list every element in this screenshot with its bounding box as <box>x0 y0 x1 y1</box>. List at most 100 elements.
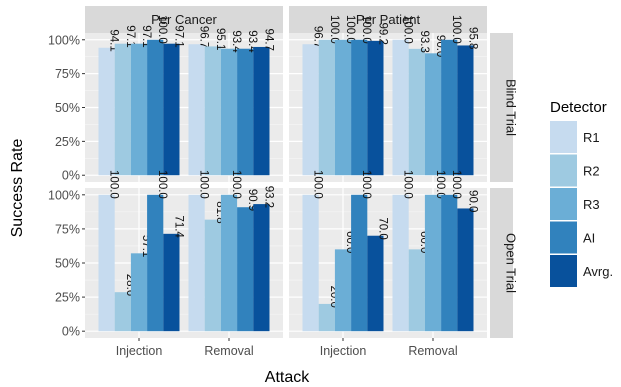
legend-label: R1 <box>583 130 600 145</box>
bar <box>188 194 205 332</box>
bar-label: 100.0 <box>434 170 446 199</box>
bar <box>253 46 270 176</box>
legend: Detector R1 R2 R3 AI Avrg. <box>550 99 613 287</box>
bar <box>220 194 238 332</box>
bar <box>441 39 458 176</box>
bar <box>457 208 474 332</box>
column-strip-label: Per Patient <box>356 12 421 27</box>
x-axis-title: Attack <box>265 369 310 386</box>
bar-label: 99.2 <box>376 22 388 44</box>
bar-label: 100.0 <box>344 15 356 44</box>
legend-key <box>550 154 577 187</box>
y-tick-label: 25% <box>55 135 80 149</box>
panel: 96.7 100.0 100.0 100.0 99.2 100.0 93.3 90.0100.… <box>289 15 487 182</box>
bar <box>408 48 425 176</box>
bar <box>130 253 148 332</box>
y-tick-label: 0% <box>62 169 80 183</box>
bar <box>318 39 335 176</box>
bar <box>163 43 180 176</box>
legend-key <box>550 255 577 287</box>
bar-label: 100.0 <box>156 15 168 44</box>
x-tick-label: Removal <box>204 344 253 358</box>
panel: 94.1 97.1 97.1 100.0 97.1 96.7 95.1 93.4 93.4 94.… <box>48 15 283 183</box>
bar <box>351 194 368 332</box>
bar <box>441 194 458 332</box>
bar-label: 100.0 <box>198 170 210 199</box>
bar <box>204 46 221 176</box>
legend-key <box>550 121 577 153</box>
row-strip <box>490 188 513 338</box>
bar <box>367 235 384 332</box>
legend-key <box>550 221 577 254</box>
bar <box>302 194 319 332</box>
bar <box>392 39 409 176</box>
y-tick-label: 50% <box>55 101 80 115</box>
bar <box>147 194 164 332</box>
column-strip <box>85 6 283 33</box>
bar <box>237 207 254 332</box>
legend-label: R3 <box>583 197 600 212</box>
bar <box>318 303 335 332</box>
legend-label: R2 <box>583 163 600 178</box>
bar-label: 100.0 <box>312 170 324 199</box>
bar <box>98 194 115 332</box>
bar-label: 100.0 <box>450 15 462 44</box>
row-strip-label: Open Trial <box>504 233 519 293</box>
y-tick-label: 100% <box>48 33 80 47</box>
chart-panels: Per Cancer Per Patient Blind Trial Open Tri… <box>48 6 519 358</box>
bar-label: 93.2 <box>262 186 274 208</box>
bar-label: 100.0 <box>402 15 414 44</box>
bar <box>114 43 131 176</box>
legend-label: AI <box>583 230 595 245</box>
y-tick-label: 0% <box>62 325 80 339</box>
bar-label: 94.7 <box>262 29 274 51</box>
y-tick-label: 50% <box>55 257 80 271</box>
bar <box>114 292 131 332</box>
bar-label: 97.1 <box>124 25 136 47</box>
bar-label: 96.7 <box>198 26 210 48</box>
bar-label: 95.8 <box>466 27 478 49</box>
bar-label: 100.0 <box>108 170 120 199</box>
column-strip <box>289 6 487 33</box>
bar-label: 100.0 <box>402 170 414 199</box>
bar <box>424 53 442 176</box>
bar-label: 100.0 <box>230 170 242 199</box>
y-tick-label: 25% <box>55 291 80 305</box>
bar <box>147 39 164 176</box>
row-strip-label: Blind Trial <box>504 79 519 136</box>
y-tick-label: 75% <box>55 67 80 81</box>
bar <box>253 204 270 332</box>
bar <box>424 194 442 332</box>
panel: 100.028.657.1100.071.4100.081.8100.090.9… <box>48 170 283 358</box>
bar-label: 93.3 <box>418 30 430 52</box>
bar-label: 100.0 <box>450 170 462 199</box>
y-tick-label: 100% <box>48 188 80 202</box>
x-tick-label: Injection <box>320 344 367 358</box>
column-strip-label: Per Cancer <box>151 12 217 27</box>
y-tick-label: 75% <box>55 222 80 236</box>
bar <box>408 249 425 332</box>
bar-label: 95.1 <box>214 28 226 50</box>
x-tick-label: Injection <box>116 344 163 358</box>
bar-label: 100.0 <box>156 170 168 199</box>
bar-label: 100.0 <box>360 15 372 44</box>
x-tick-label: Removal <box>408 344 457 358</box>
bar <box>302 44 319 176</box>
bar <box>367 40 384 176</box>
bar <box>334 249 352 332</box>
bar <box>204 219 221 332</box>
bar-label: 70.0 <box>376 217 388 239</box>
y-axis-title: Success Rate <box>9 139 26 238</box>
legend-label: Avrg. <box>583 264 613 279</box>
bar <box>392 194 409 332</box>
row-strip <box>490 33 513 182</box>
bar <box>220 48 238 176</box>
bar-label: 97.1 <box>172 25 184 47</box>
bar <box>334 39 352 176</box>
legend-title: Detector <box>550 99 607 116</box>
legend-key <box>550 188 577 220</box>
bar <box>163 233 180 332</box>
bar <box>188 44 205 176</box>
